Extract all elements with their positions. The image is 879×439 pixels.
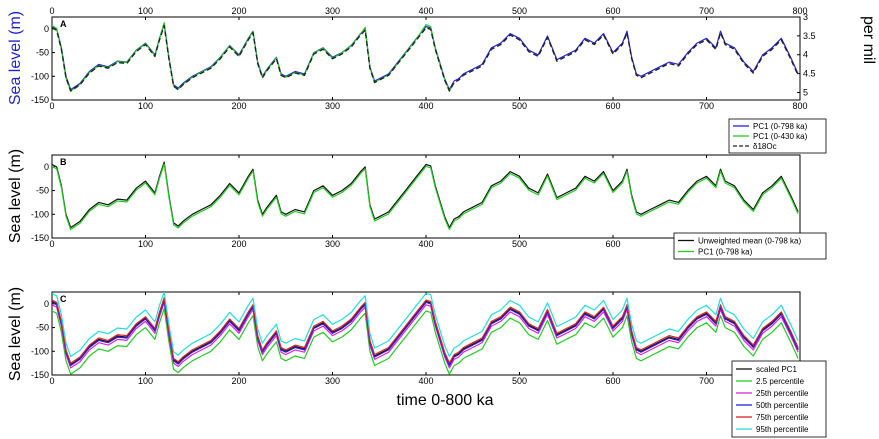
panel-b-frame [51, 154, 801, 239]
panel-a-frame [51, 16, 801, 101]
panel-a-x-tick-label: 400 [418, 101, 433, 111]
panel-b-y-tick-label: -100 [31, 209, 49, 219]
panel-c-x-tick-label: 100 [138, 376, 153, 386]
panel-b-x-tick-label: 0 [49, 239, 54, 249]
panel-c-legend-entry: 50th percentile [756, 401, 809, 410]
panel-a-x-tick-label-top: 100 [138, 6, 153, 16]
panel-c-y-ticks: 0 -50 -100 -150 [31, 299, 55, 380]
panel-c-legend-box [731, 360, 827, 438]
panel-b-x-tick-label: 200 [231, 239, 246, 249]
panel-a-y-tick-label: -100 [31, 71, 49, 81]
panel-b-x-tick-label: 100 [138, 239, 153, 249]
panel-a-legend: PC1 (0-798 ka)PC1 (0-430 ka)δ18Oc [728, 118, 827, 154]
panel-c-x-tick-label: 500 [512, 376, 527, 386]
panel-c-x-tick-label: 300 [325, 376, 340, 386]
panel-b-x-tick-label: 400 [418, 239, 433, 249]
panel-a-x-tick-label: 100 [138, 101, 153, 111]
panel-c-series-line [52, 297, 799, 364]
panel-c-legend-entry: 75th percentile [756, 413, 809, 422]
panel-a-legend-entry: PC1 (0-798 ka) [753, 122, 808, 131]
panel-a-x-tick-label-top: 800 [792, 6, 807, 16]
panel-b-legend-box [673, 232, 827, 260]
panel-b-y-tick-label: -150 [31, 233, 49, 243]
panel-b: B 0100200300400500600700800 0-50-100-150… [7, 149, 827, 260]
panel-b-y-tick-label: -50 [36, 186, 49, 196]
panel-b-legend-entry: PC1 (0-798 ka) [698, 248, 753, 257]
panel-c-y-tick-label: -100 [31, 346, 49, 356]
panel-a-y-label: Sea level (m) [7, 11, 24, 105]
panel-a-y-tick-label: -50 [36, 48, 49, 58]
panel-a-y2-tick-label: 3 [803, 12, 808, 22]
panel-a-x-ticks: 0 0 100 100 200 200 300 300 400 400 500 500 600 600 70… [49, 6, 807, 111]
panel-a-x-tick-label: 600 [605, 101, 620, 111]
panel-c-legend-entry: 95th percentile [756, 425, 809, 434]
panel-a-x-tick-label: 300 [325, 101, 340, 111]
panel-a-y-tick-label: -150 [31, 95, 49, 105]
panel-a-legend-entry: PC1 (0-430 ka) [753, 132, 808, 141]
panel-a-y2-label: per mil [860, 16, 877, 64]
panel-c-series [52, 292, 799, 375]
panel-a-y2-tick-label: 5 [803, 87, 808, 97]
panel-b-y-label: Sea level (m) [7, 149, 24, 243]
panel-a-label: A [60, 19, 67, 29]
panel-b-x-tick-label: 600 [605, 239, 620, 249]
panel-a-series-line [52, 24, 799, 92]
panel-a-x-tick-label-top: 400 [418, 6, 433, 16]
panel-a-x-tick-label: 500 [512, 101, 527, 111]
panel-b-y-tick-label: 0 [44, 162, 49, 172]
x-axis-label: time 0-800 ka [397, 392, 494, 409]
panel-a-y2-tick-label: 4.5 [803, 69, 816, 79]
panel-a-x-tick-label: 0 [49, 101, 54, 111]
panel-c-x-tick-label: 400 [418, 376, 433, 386]
panel-c-series-line [52, 292, 799, 358]
panel-c-y-tick-label: 0 [44, 299, 49, 309]
panel-a-y2-ticks: 3 3.5 4 4.5 5 [797, 12, 816, 97]
panel-c-x-tick-label: 0 [49, 376, 54, 386]
panel-c-label: C [60, 294, 67, 304]
panel-a: A 00100100200200300300400400500500600600… [7, 6, 877, 154]
panel-c-x-tick-label: 200 [231, 376, 246, 386]
panel-b-legend: Unweighted mean (0-798 ka) PC1 (0-798 ka) [673, 232, 827, 260]
panel-a-y2-tick-label: 4 [803, 50, 808, 60]
panel-b-legend-entry: Unweighted mean (0-798 ka) [698, 237, 802, 246]
panel-c-y-label: Sea level (m) [7, 287, 24, 381]
panel-b-series-line [52, 163, 799, 231]
panel-a-x-tick-label: 800 [792, 101, 807, 111]
panel-a-x-tick-label-top: 300 [325, 6, 340, 16]
panel-a-x-tick-label-top: 600 [605, 6, 620, 16]
panel-a-legend-entry: δ18Oc [753, 142, 777, 151]
panel-c: C 0100200300400500600700800 0-50-100-150… [7, 287, 827, 438]
panel-c-y-tick-label: -50 [36, 323, 49, 333]
panel-a-y-tick-label: 0 [44, 24, 49, 34]
panel-c-legend-entry: scaled PC1 [756, 365, 797, 374]
panel-b-series [52, 161, 799, 231]
panel-c-y-tick-label: -150 [31, 370, 49, 380]
panel-c-x-tick-label: 700 [699, 376, 714, 386]
panel-c-x-tick-label: 600 [605, 376, 620, 386]
panel-a-x-tick-label: 700 [699, 101, 714, 111]
panel-b-x-tick-label: 500 [512, 239, 527, 249]
panel-c-legend-entry: 25th percentile [756, 389, 809, 398]
panel-c-series-line [52, 308, 799, 375]
panel-a-y2-tick-label: 3.5 [803, 31, 816, 41]
panel-b-y-ticks: 0 -50 -100 -150 [31, 162, 55, 243]
panel-c-legend: scaled PC1 2.5 percentile 25th percentile 5… [731, 360, 827, 438]
panel-b-x-tick-label: 300 [325, 239, 340, 249]
panel-a-x-tick-label-top: 200 [231, 6, 246, 16]
panel-a-x-tick-label-top: 0 [49, 6, 54, 16]
panel-a-series [52, 22, 799, 92]
panel-c-legend-entry: 2.5 percentile [756, 377, 805, 386]
panel-a-y-ticks: 0 -50 -100 -150 [31, 24, 55, 105]
panel-a-x-tick-label-top: 500 [512, 6, 527, 16]
panel-a-x-tick-label: 200 [231, 101, 246, 111]
panel-a-x-tick-label-top: 700 [699, 6, 714, 16]
panel-b-label: B [60, 157, 67, 167]
